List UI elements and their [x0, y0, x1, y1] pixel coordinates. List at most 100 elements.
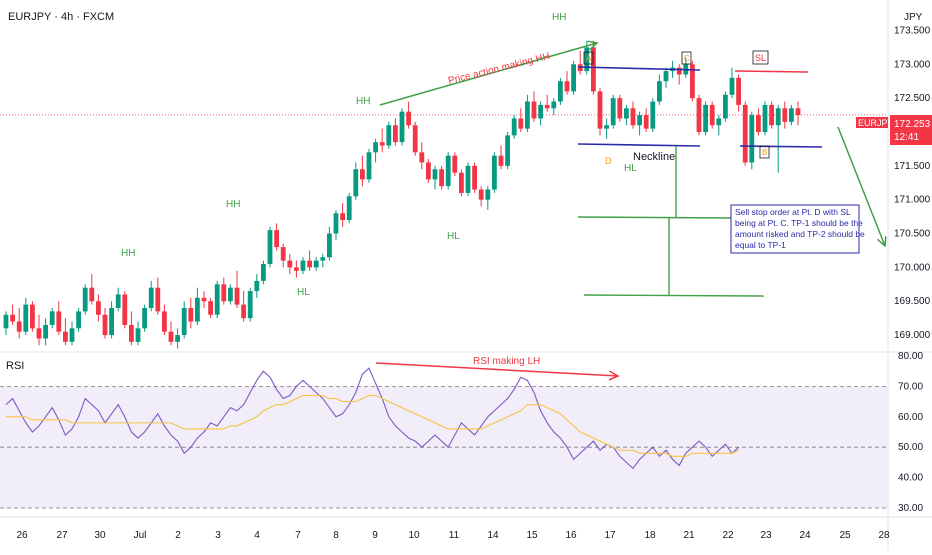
candle [795, 108, 801, 116]
candle [676, 67, 682, 75]
sl-label: SL [755, 53, 766, 63]
time-tick-label: Jul [134, 530, 147, 541]
candle [96, 301, 101, 315]
candle [267, 230, 273, 264]
candle [709, 104, 715, 126]
candle [195, 297, 200, 322]
candle [30, 304, 35, 329]
candle [525, 101, 530, 129]
candle [690, 64, 695, 99]
candle [412, 125, 418, 153]
candle [459, 172, 464, 193]
candle [630, 108, 636, 126]
candle [716, 118, 722, 126]
candle [221, 284, 227, 302]
candle [782, 108, 788, 122]
candle [109, 308, 114, 336]
candle [419, 152, 425, 163]
candle [115, 294, 121, 308]
price-tick-label: 169.000 [894, 330, 931, 341]
time-tick-label: 27 [56, 530, 68, 541]
candle [327, 233, 332, 258]
candle [736, 77, 741, 105]
candle [300, 260, 306, 271]
candle [102, 314, 108, 336]
candle [228, 287, 233, 302]
time-tick-label: 28 [878, 530, 890, 541]
candle [723, 94, 728, 119]
chart-title: EURJPY · 4h · FXCM [8, 11, 114, 23]
rsi-tick-label: 70.00 [898, 381, 923, 392]
candle [353, 169, 359, 197]
candle [162, 311, 167, 332]
time-tick-label: 25 [839, 530, 851, 541]
neckline-label: Neckline [633, 151, 675, 163]
candle [478, 189, 484, 200]
candle [432, 169, 438, 180]
candle [287, 260, 293, 268]
candle [584, 47, 590, 72]
candle [241, 304, 246, 319]
time-tick-label: 10 [408, 530, 420, 541]
candle [175, 335, 180, 342]
candle [135, 328, 141, 342]
rsi-tick-label: 30.00 [898, 503, 923, 514]
candle [544, 104, 550, 109]
point-a-box [583, 51, 594, 65]
price-tick-label: 173.000 [894, 59, 931, 70]
candle [379, 142, 385, 146]
candle [518, 118, 524, 129]
candle [16, 321, 22, 332]
candle [406, 111, 411, 126]
candle [663, 71, 669, 82]
trade-note-box [730, 204, 860, 254]
point-a-label: A [586, 54, 592, 63]
candle [551, 101, 557, 109]
candle [280, 247, 286, 261]
candle [769, 104, 774, 126]
hh-label: HH [226, 199, 240, 210]
time-tick-label: 8 [333, 530, 339, 541]
candle [399, 111, 405, 143]
candle [756, 115, 761, 132]
candle [643, 115, 649, 129]
candle [445, 155, 451, 187]
price-tick-label: 170.500 [894, 229, 931, 240]
target-arrow [837, 126, 885, 246]
candle [142, 308, 147, 329]
hl-label: HL [297, 287, 310, 298]
candle [56, 311, 62, 332]
candle [610, 98, 616, 126]
time-tick-label: 23 [760, 530, 772, 541]
hh-label: HH [121, 248, 135, 259]
rsi-pane-label: RSI [6, 360, 24, 372]
currency-label: JPY [904, 12, 923, 23]
candle [597, 91, 603, 129]
candle [452, 155, 458, 173]
rsi-tick-label: 60.00 [898, 412, 923, 423]
trade-note-line: Sell stop order at Pt. D with SL [735, 207, 851, 217]
candle [148, 287, 154, 308]
candle [307, 260, 312, 268]
candle [129, 324, 134, 342]
candle [492, 155, 497, 190]
time-tick-label: 4 [254, 530, 260, 541]
candle [274, 230, 279, 248]
countdown: 12:41 [894, 132, 919, 143]
candle [729, 77, 735, 95]
neckline-line [577, 143, 701, 147]
tp1-line [577, 216, 732, 219]
time-tick-label: 15 [526, 530, 538, 541]
candle [43, 324, 48, 339]
candle [472, 165, 477, 190]
candle [320, 257, 326, 261]
candle [346, 196, 352, 220]
candle [749, 115, 755, 163]
candle [366, 152, 372, 180]
price-tag-bg [890, 115, 932, 145]
point-c-label: C [684, 54, 690, 63]
resistance-line [577, 66, 701, 71]
price-tick-label: 171.500 [894, 161, 931, 172]
candle [571, 64, 576, 92]
